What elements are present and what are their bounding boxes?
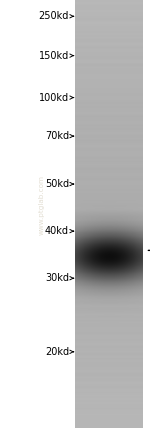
- Text: 30kd: 30kd: [45, 273, 69, 283]
- Text: 70kd: 70kd: [45, 131, 69, 141]
- Text: 100kd: 100kd: [39, 92, 69, 103]
- Text: 50kd: 50kd: [45, 179, 69, 189]
- Text: 250kd: 250kd: [39, 11, 69, 21]
- Text: 150kd: 150kd: [39, 51, 69, 61]
- Text: www.ptglab.com: www.ptglab.com: [39, 175, 45, 235]
- Text: 40kd: 40kd: [45, 226, 69, 236]
- Text: 20kd: 20kd: [45, 347, 69, 357]
